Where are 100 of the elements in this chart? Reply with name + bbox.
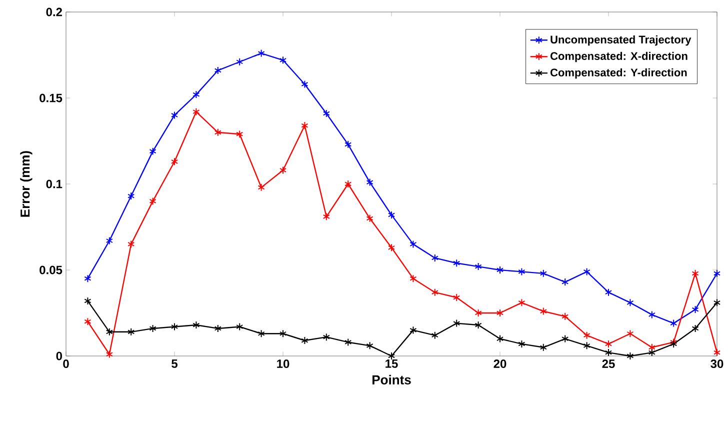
point — [453, 294, 460, 302]
point — [474, 321, 482, 330]
x-tick-label: 10 — [277, 360, 290, 368]
point — [170, 322, 178, 331]
point — [431, 331, 438, 340]
point — [692, 324, 699, 332]
point — [344, 180, 352, 188]
point — [149, 147, 156, 156]
point — [106, 350, 113, 358]
point — [322, 212, 330, 221]
point — [236, 58, 244, 66]
point — [626, 352, 634, 360]
point — [431, 254, 438, 262]
point — [583, 268, 590, 276]
point — [366, 178, 374, 186]
point — [604, 348, 612, 357]
point — [192, 321, 200, 330]
point — [431, 288, 438, 296]
x-axis-title: Points — [372, 374, 411, 384]
y-tick-label: 0.2 — [46, 8, 62, 16]
legend-label: Compensated: X-direction — [550, 52, 688, 62]
x-tick-label: 20 — [494, 360, 506, 368]
point — [301, 336, 308, 345]
x-tick-label: 5 — [172, 360, 178, 368]
y-axis-title: Error (mm) — [20, 151, 32, 217]
point — [344, 338, 352, 346]
point — [301, 80, 308, 88]
point — [562, 312, 569, 320]
point — [388, 244, 396, 252]
point — [713, 298, 721, 307]
point — [474, 262, 482, 271]
point — [279, 166, 287, 174]
point — [170, 158, 178, 166]
point — [410, 274, 417, 283]
point — [670, 319, 678, 328]
point — [540, 269, 547, 278]
point — [518, 268, 526, 276]
point — [366, 214, 374, 222]
point — [322, 109, 330, 118]
point — [106, 328, 113, 336]
point — [128, 240, 135, 248]
point — [474, 308, 482, 317]
point — [236, 130, 244, 138]
point — [84, 274, 92, 283]
point — [410, 326, 417, 334]
x-tick-label: 0 — [63, 360, 69, 368]
point — [604, 340, 612, 348]
point — [322, 333, 330, 342]
point — [626, 298, 634, 307]
point — [258, 183, 265, 192]
y-tick-label: 0 — [56, 352, 62, 360]
point — [692, 306, 699, 314]
point — [518, 298, 526, 307]
x-tick-label: 25 — [602, 360, 615, 368]
point — [453, 319, 460, 328]
point — [366, 342, 374, 350]
point — [84, 318, 92, 326]
point — [128, 328, 135, 336]
point — [258, 49, 265, 58]
point — [214, 324, 222, 332]
point — [453, 259, 460, 268]
legend-label: Uncompensated Trajectory — [550, 35, 692, 46]
point — [648, 343, 656, 352]
y-tick-label: 0.15 — [40, 94, 62, 102]
y-tick-label: 0.1 — [46, 180, 62, 188]
point — [106, 236, 113, 245]
point — [149, 324, 156, 332]
point — [562, 334, 569, 343]
point — [648, 310, 656, 319]
point — [214, 128, 222, 136]
x-tick-label: 15 — [386, 360, 398, 368]
point — [301, 122, 308, 130]
x-tick-label: 30 — [710, 360, 724, 368]
point — [692, 269, 699, 278]
point — [583, 331, 590, 340]
point — [214, 66, 222, 74]
point — [149, 197, 156, 206]
point — [192, 90, 200, 99]
point — [410, 240, 417, 248]
point — [496, 266, 504, 274]
point — [496, 334, 504, 343]
point — [279, 56, 287, 64]
point — [192, 108, 200, 116]
point — [583, 342, 590, 350]
point — [713, 269, 721, 278]
point — [626, 330, 634, 338]
point — [496, 308, 504, 317]
point — [604, 288, 612, 296]
legend-label: Compensated: Y-direction — [550, 68, 687, 79]
point — [540, 307, 547, 316]
point — [388, 352, 396, 360]
point — [170, 111, 178, 120]
point — [518, 340, 526, 348]
point — [713, 348, 721, 357]
point — [388, 210, 396, 219]
point — [236, 322, 244, 331]
point — [540, 343, 547, 352]
point — [258, 330, 265, 338]
point — [648, 348, 656, 357]
point — [344, 140, 352, 148]
